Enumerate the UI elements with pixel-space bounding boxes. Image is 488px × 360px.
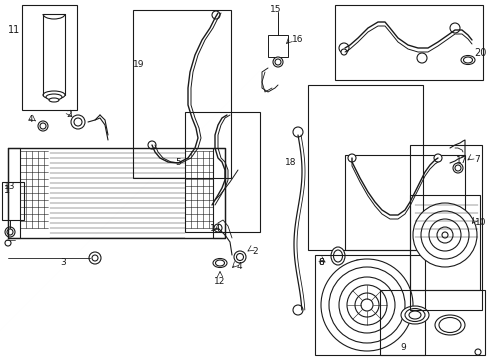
Text: 4: 4 xyxy=(237,262,242,271)
Text: 1: 1 xyxy=(4,185,10,195)
Bar xyxy=(314,255,424,355)
Circle shape xyxy=(40,123,46,129)
Circle shape xyxy=(92,255,98,261)
Ellipse shape xyxy=(438,318,460,333)
Bar xyxy=(133,10,230,178)
Text: 8: 8 xyxy=(317,258,323,267)
Text: 14: 14 xyxy=(209,224,221,233)
Ellipse shape xyxy=(434,315,464,335)
Ellipse shape xyxy=(404,309,424,321)
Circle shape xyxy=(272,57,283,67)
Text: 20: 20 xyxy=(473,48,486,58)
Circle shape xyxy=(320,259,412,351)
Bar xyxy=(213,148,224,238)
Circle shape xyxy=(347,154,355,162)
Circle shape xyxy=(474,349,480,355)
Circle shape xyxy=(71,115,85,129)
Bar xyxy=(184,112,260,232)
Ellipse shape xyxy=(213,258,226,267)
Text: 17: 17 xyxy=(455,156,467,165)
Bar xyxy=(307,85,422,250)
Circle shape xyxy=(5,240,11,246)
Circle shape xyxy=(338,277,394,333)
Ellipse shape xyxy=(400,306,428,324)
Circle shape xyxy=(89,252,101,264)
Text: 2: 2 xyxy=(66,110,71,119)
Ellipse shape xyxy=(333,250,342,262)
Circle shape xyxy=(212,11,220,19)
Text: 11: 11 xyxy=(8,25,20,35)
Circle shape xyxy=(454,165,460,171)
Circle shape xyxy=(292,305,303,315)
Circle shape xyxy=(7,229,13,235)
Circle shape xyxy=(416,53,426,63)
Text: 4: 4 xyxy=(28,115,34,124)
Text: 18: 18 xyxy=(285,158,296,167)
Bar xyxy=(409,145,481,310)
Text: 6: 6 xyxy=(317,258,323,267)
Circle shape xyxy=(274,59,281,65)
Circle shape xyxy=(436,227,452,243)
Circle shape xyxy=(214,224,222,232)
Circle shape xyxy=(452,163,462,173)
Text: 7: 7 xyxy=(473,155,479,164)
Ellipse shape xyxy=(215,260,224,266)
Ellipse shape xyxy=(49,98,59,102)
Text: 10: 10 xyxy=(474,218,486,227)
Circle shape xyxy=(433,154,441,162)
Ellipse shape xyxy=(351,260,363,276)
Circle shape xyxy=(338,43,348,53)
Circle shape xyxy=(234,251,245,263)
Ellipse shape xyxy=(43,91,65,99)
Circle shape xyxy=(462,226,470,234)
Ellipse shape xyxy=(46,94,62,100)
Text: 13: 13 xyxy=(4,182,16,191)
Text: 9: 9 xyxy=(399,343,405,352)
Ellipse shape xyxy=(345,280,350,289)
Circle shape xyxy=(236,253,243,261)
Bar xyxy=(2,182,24,220)
Bar xyxy=(334,5,482,80)
Bar xyxy=(379,290,484,355)
Circle shape xyxy=(328,267,404,343)
Text: 15: 15 xyxy=(269,5,281,14)
Text: 2: 2 xyxy=(251,247,257,256)
Ellipse shape xyxy=(460,55,474,64)
Text: 3: 3 xyxy=(60,258,65,267)
Bar xyxy=(267,35,287,57)
Circle shape xyxy=(428,219,460,251)
Text: 5: 5 xyxy=(175,158,181,167)
Ellipse shape xyxy=(408,311,420,319)
Text: 16: 16 xyxy=(291,35,303,44)
Circle shape xyxy=(5,227,15,237)
Circle shape xyxy=(412,203,476,267)
Circle shape xyxy=(340,49,346,55)
Ellipse shape xyxy=(354,263,361,273)
Ellipse shape xyxy=(342,278,352,292)
Circle shape xyxy=(38,121,48,131)
Ellipse shape xyxy=(330,247,345,265)
Bar xyxy=(409,195,479,290)
Ellipse shape xyxy=(463,57,471,63)
Circle shape xyxy=(292,127,303,137)
Text: 19: 19 xyxy=(133,60,144,69)
Circle shape xyxy=(74,118,82,126)
Bar xyxy=(8,148,20,238)
Circle shape xyxy=(346,285,386,325)
Text: 12: 12 xyxy=(214,277,225,286)
Circle shape xyxy=(449,23,459,33)
Circle shape xyxy=(420,211,468,259)
Bar xyxy=(345,155,464,250)
Circle shape xyxy=(148,141,156,149)
Circle shape xyxy=(462,234,470,242)
Bar xyxy=(22,5,77,110)
Circle shape xyxy=(462,242,470,250)
Circle shape xyxy=(441,232,447,238)
Circle shape xyxy=(360,299,372,311)
Circle shape xyxy=(354,293,378,317)
